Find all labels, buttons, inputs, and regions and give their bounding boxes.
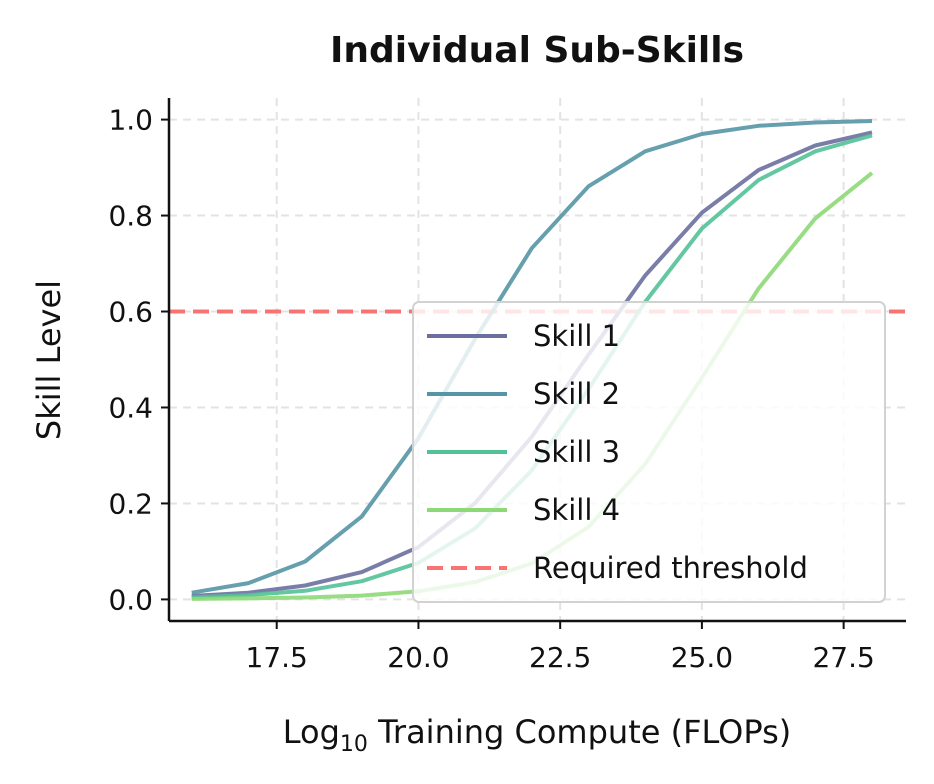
x-axis-label-main: Log [283,713,340,751]
x-tick-label: 27.5 [812,641,874,674]
legend-label: Required threshold [533,551,808,585]
x-tick-label: 22.5 [529,641,591,674]
y-tick-label: 0.4 [108,391,153,424]
y-tick-label: 0.0 [108,583,153,616]
x-axis-label-rest: Training Compute (FLOPs) [368,713,791,751]
legend: Skill 1 Skill 2 Skill 3 Skill 4 Required thr… [412,301,886,603]
legend-box [412,301,886,603]
legend-label: Skill 1 [533,319,620,353]
legend-label: Skill 3 [533,435,620,469]
y-tick-label: 0.2 [108,487,153,520]
y-tick-label: 1.0 [108,104,153,137]
x-axis-label: Log10 Training Compute (FLOPs) [283,713,792,757]
y-axis-label: Skill Level [30,280,68,440]
x-tick-label: 25.0 [671,641,733,674]
axes [167,98,906,623]
chart-title: Individual Sub-Skills [330,30,744,71]
series-line-skill-2 [191,119,873,595]
x-tick-label: 20.0 [387,641,449,674]
legend-label: Skill 4 [533,493,620,527]
legend-label: Skill 2 [533,377,620,411]
x-tick-label: 17.5 [246,641,308,674]
y-tick-label: 0.8 [108,200,153,233]
y-tick-label: 0.6 [108,296,153,329]
ticks: 17.5 20.0 22.5 25.0 27.5 0.0 0.2 0.4 0.6 0.8 1.0 [108,104,874,674]
x-axis-label-subscript: 10 [340,732,368,757]
